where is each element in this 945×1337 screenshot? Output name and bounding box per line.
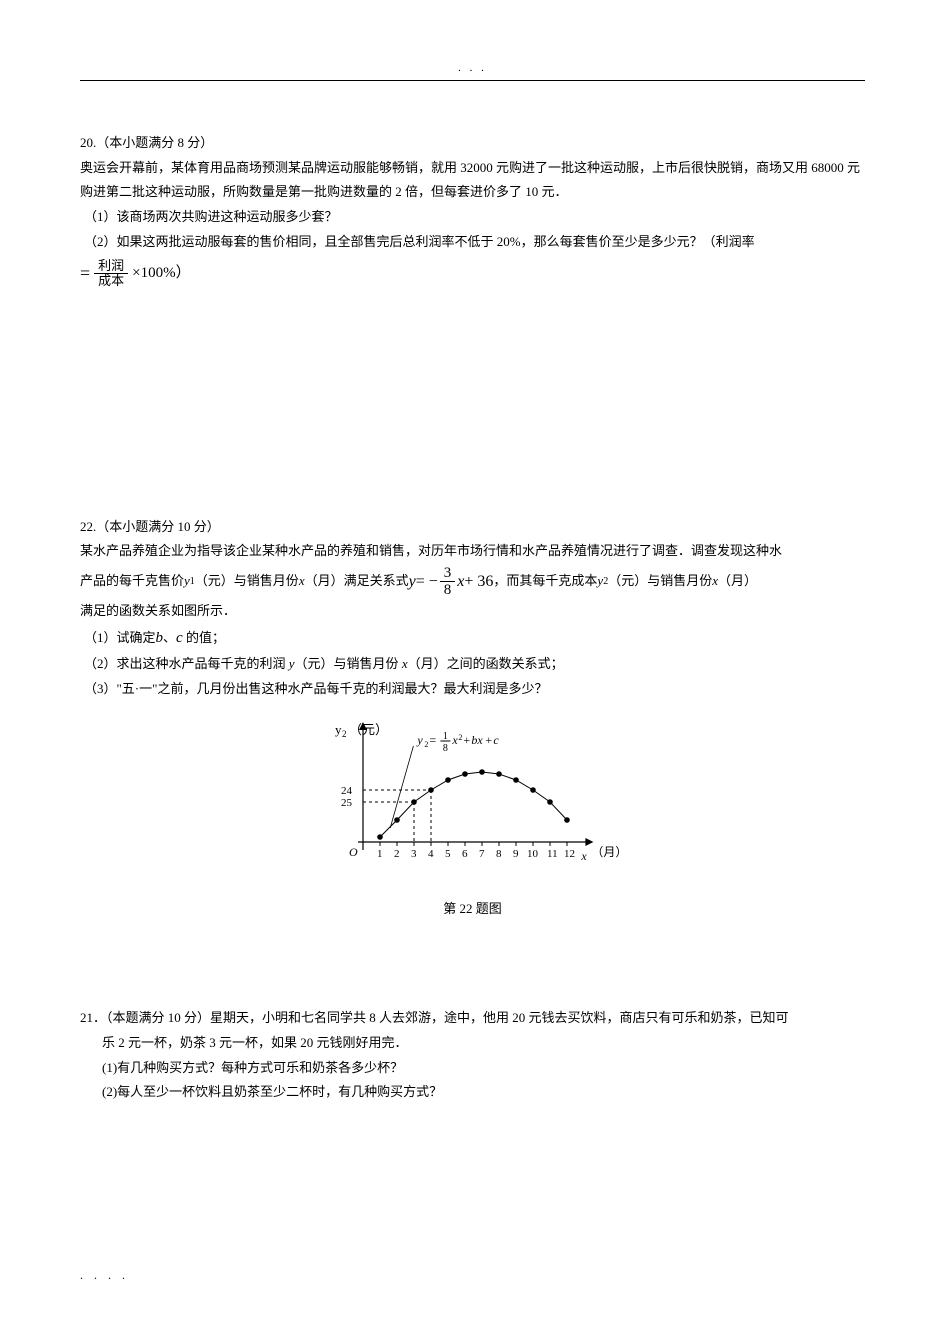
svg-text:9: 9 bbox=[513, 848, 519, 860]
const: + 36 bbox=[464, 564, 493, 599]
fraction: 3 8 bbox=[440, 565, 456, 599]
text: ，而其每千克成本 bbox=[493, 567, 597, 596]
header-marks: . . . bbox=[458, 58, 487, 79]
svg-text:8: 8 bbox=[496, 848, 502, 860]
p21-q2: (2)每人至少一杯饮料且奶茶至少二杯时，有几种购买方式？ bbox=[80, 1080, 865, 1105]
p22-body-line2: 产品的每千克售价 y1 （元）与销售月份 x （月）满足关系式 y = − 3 … bbox=[80, 564, 865, 599]
text: （2）求出这种水产品每千克的利润 bbox=[84, 656, 289, 671]
svg-text:（元）: （元） bbox=[349, 722, 388, 737]
chart-inner: y2（元）x（月）O1234567891011122524y2 =18x2+bx… bbox=[323, 722, 623, 922]
text: （月）满足关系式 bbox=[305, 567, 409, 596]
text: （元）与销售月份 bbox=[295, 656, 402, 671]
problem-22: 22.（本小题满分 10 分） 某水产品养殖企业为指导该企业某种水产品的养殖和销… bbox=[80, 515, 865, 923]
svg-text:+: + bbox=[485, 733, 492, 747]
formula-suffix: ×100%） bbox=[132, 259, 190, 288]
fraction-denominator: 8 bbox=[440, 582, 456, 599]
svg-text:3: 3 bbox=[411, 848, 417, 860]
p22-body-line1: 某水产品养殖企业为指导该企业某种水产品的养殖和销售，对历年市场行情和水产品养殖情… bbox=[80, 539, 865, 564]
p21-q1: (1)有几种购买方式？每种方式可乐和奶茶各多少杯？ bbox=[80, 1056, 865, 1081]
equals-neg: = − bbox=[416, 564, 438, 599]
fraction-numerator: 3 bbox=[440, 565, 456, 583]
text: （月）之间的函数关系式； bbox=[408, 656, 564, 671]
cost-curve-chart: y2（元）x（月）O1234567891011122524y2 =18x2+bx… bbox=[323, 722, 623, 887]
p20-formula: = 利润 成本 ×100%） bbox=[80, 256, 865, 290]
p20-q1: （1）该商场两次共购进这种运动服多少套？ bbox=[80, 205, 865, 230]
var-y: y bbox=[409, 564, 416, 599]
text: （元）与销售月份 bbox=[608, 567, 712, 596]
svg-text:2: 2 bbox=[458, 733, 462, 742]
var-x: x bbox=[457, 564, 464, 599]
svg-text:x: x bbox=[451, 733, 458, 747]
svg-text:7: 7 bbox=[479, 848, 485, 860]
svg-text:2: 2 bbox=[394, 848, 400, 860]
svg-text:y: y bbox=[416, 733, 423, 747]
svg-text:x: x bbox=[580, 849, 587, 863]
problem-21: 21．（本题满分 10 分）星期天，小明和七名同学共 8 人去郊游，途中，他用 … bbox=[80, 1006, 865, 1105]
svg-text:11: 11 bbox=[547, 848, 558, 860]
svg-text:O: O bbox=[349, 845, 358, 859]
svg-text:2: 2 bbox=[424, 740, 428, 749]
svg-text:1: 1 bbox=[377, 848, 383, 860]
fraction: 利润 成本 bbox=[94, 259, 128, 289]
p22-q1: （1）试确定b、c 的值； bbox=[80, 624, 865, 653]
svg-text:（月）: （月） bbox=[591, 845, 623, 859]
p21-line1: 21．（本题满分 10 分）星期天，小明和七名同学共 8 人去郊游，途中，他用 … bbox=[80, 1006, 865, 1031]
document-page: . . . 20.（本小题满分 8 分） 奥运会开幕前，某体育用品商场预测某品牌… bbox=[0, 0, 945, 1337]
fraction-denominator: 成本 bbox=[94, 274, 128, 288]
text: （1）试确定 bbox=[84, 630, 156, 645]
svg-text:2: 2 bbox=[342, 729, 347, 739]
p22-body-line3: 满足的函数关系如图所示． bbox=[80, 599, 865, 624]
p20-q2: （2）如果这两批运动服每套的售价相同，且全部售完后总利润率不低于 20%，那么每… bbox=[80, 230, 865, 255]
svg-text:bx: bx bbox=[471, 733, 483, 747]
svg-text:24: 24 bbox=[341, 785, 353, 797]
svg-text:6: 6 bbox=[462, 848, 468, 860]
svg-text:25: 25 bbox=[341, 797, 353, 809]
problem-20: 20.（本小题满分 8 分） 奥运会开幕前，某体育用品商场预测某品牌运动服能够畅… bbox=[80, 131, 865, 291]
chart-container: y2（元）x（月）O1234567891011122524y2 =18x2+bx… bbox=[80, 722, 865, 922]
svg-text:=: = bbox=[429, 733, 436, 747]
text: 的值； bbox=[183, 630, 225, 645]
svg-text:y: y bbox=[335, 722, 342, 737]
p22-header: 22.（本小题满分 10 分） bbox=[80, 515, 865, 540]
svg-text:4: 4 bbox=[428, 848, 434, 860]
var-c: c bbox=[176, 630, 183, 646]
p21-line2: 乐 2 元一杯，奶茶 3 元一杯，如果 20 元钱刚好用完． bbox=[80, 1031, 865, 1056]
chart-caption: 第 22 题图 bbox=[323, 897, 623, 922]
p20-body: 奥运会开幕前，某体育用品商场预测某品牌运动服能够畅销，就用 32000 元购进了… bbox=[80, 156, 865, 205]
svg-text:8: 8 bbox=[442, 743, 447, 754]
vertical-gap bbox=[80, 315, 865, 515]
p20-header: 20.（本小题满分 8 分） bbox=[80, 131, 865, 156]
vertical-gap bbox=[80, 946, 865, 1006]
svg-text:1: 1 bbox=[442, 731, 447, 742]
footer-marks: . . . . bbox=[80, 1264, 129, 1287]
svg-text:c: c bbox=[493, 733, 499, 747]
text: 产品的每千克售价 bbox=[80, 567, 184, 596]
fraction-numerator: 利润 bbox=[94, 259, 128, 274]
svg-text:12: 12 bbox=[564, 848, 575, 860]
text: （月） bbox=[718, 567, 757, 596]
p22-q2: （2）求出这种水产品每千克的利润 y（元）与销售月份 x（月）之间的函数关系式； bbox=[80, 652, 865, 677]
var-b: b bbox=[156, 630, 164, 646]
svg-text:5: 5 bbox=[445, 848, 451, 860]
top-rule bbox=[80, 80, 865, 81]
svg-text:+: + bbox=[463, 733, 470, 747]
equals-sign: = bbox=[80, 256, 90, 290]
svg-text:10: 10 bbox=[527, 848, 539, 860]
p22-q3: （3）"五·一"之前，几月份出售这种水产品每千克的利润最大？最大利润是多少？ bbox=[80, 677, 865, 702]
text: （元）与销售月份 bbox=[195, 567, 299, 596]
text: 、 bbox=[163, 630, 176, 645]
